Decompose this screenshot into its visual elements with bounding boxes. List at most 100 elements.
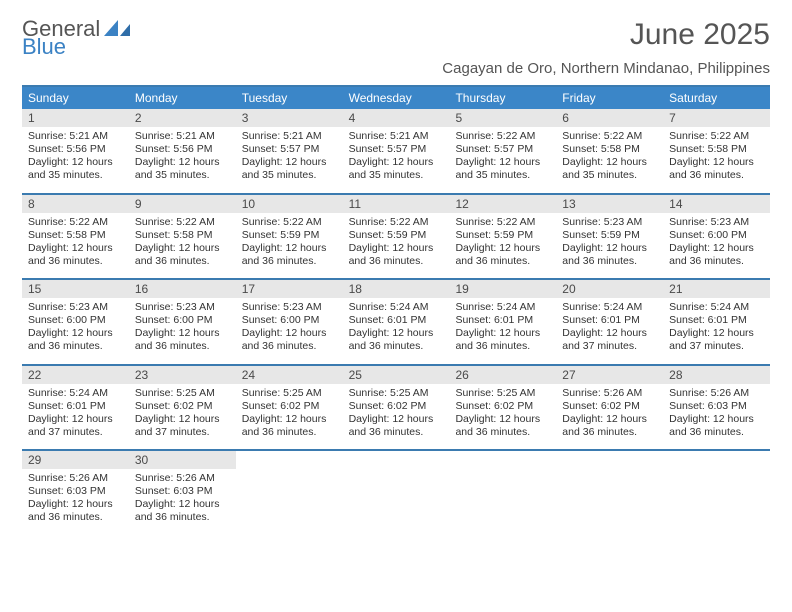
daylight-line: Daylight: 12 hours and 36 minutes. — [669, 156, 764, 182]
sunset-line: Sunset: 6:00 PM — [669, 229, 764, 242]
sunset-line: Sunset: 5:57 PM — [242, 143, 337, 156]
calendar-day-cell: 27Sunrise: 5:26 AMSunset: 6:02 PMDayligh… — [556, 366, 663, 450]
calendar-day-cell: 24Sunrise: 5:25 AMSunset: 6:02 PMDayligh… — [236, 366, 343, 450]
day-details: Sunrise: 5:25 AMSunset: 6:02 PMDaylight:… — [449, 384, 556, 450]
calendar-day-cell: 30Sunrise: 5:26 AMSunset: 6:03 PMDayligh… — [129, 451, 236, 535]
sunrise-line: Sunrise: 5:23 AM — [135, 301, 230, 314]
sunrise-line: Sunrise: 5:25 AM — [349, 387, 444, 400]
sunset-line: Sunset: 6:01 PM — [349, 314, 444, 327]
sunset-line: Sunset: 5:58 PM — [135, 229, 230, 242]
sunrise-line: Sunrise: 5:25 AM — [242, 387, 337, 400]
day-number: 17 — [236, 280, 343, 298]
day-number: 27 — [556, 366, 663, 384]
daylight-line: Daylight: 12 hours and 35 minutes. — [349, 156, 444, 182]
calendar-day-cell: 14Sunrise: 5:23 AMSunset: 6:00 PMDayligh… — [663, 195, 770, 279]
sunset-line: Sunset: 6:01 PM — [28, 400, 123, 413]
location-subtitle: Cagayan de Oro, Northern Mindanao, Phili… — [22, 60, 770, 77]
sunset-line: Sunset: 6:02 PM — [349, 400, 444, 413]
day-number: 1 — [22, 109, 129, 127]
day-number: 20 — [556, 280, 663, 298]
sunrise-line: Sunrise: 5:22 AM — [28, 216, 123, 229]
sunset-line: Sunset: 5:59 PM — [455, 229, 550, 242]
calendar-day-cell — [236, 451, 343, 535]
day-details: Sunrise: 5:22 AMSunset: 5:58 PMDaylight:… — [663, 127, 770, 193]
calendar-day-cell: 2Sunrise: 5:21 AMSunset: 5:56 PMDaylight… — [129, 109, 236, 193]
day-details: Sunrise: 5:23 AMSunset: 6:00 PMDaylight:… — [663, 213, 770, 279]
header-saturday: Saturday — [663, 87, 770, 109]
day-details: Sunrise: 5:26 AMSunset: 6:03 PMDaylight:… — [129, 469, 236, 535]
header-wednesday: Wednesday — [343, 87, 450, 109]
calendar-day-cell: 21Sunrise: 5:24 AMSunset: 6:01 PMDayligh… — [663, 280, 770, 364]
calendar-day-cell: 18Sunrise: 5:24 AMSunset: 6:01 PMDayligh… — [343, 280, 450, 364]
calendar-day-cell: 17Sunrise: 5:23 AMSunset: 6:00 PMDayligh… — [236, 280, 343, 364]
calendar-day-cell — [449, 451, 556, 535]
calendar-day-cell: 25Sunrise: 5:25 AMSunset: 6:02 PMDayligh… — [343, 366, 450, 450]
sunrise-line: Sunrise: 5:21 AM — [349, 130, 444, 143]
sunset-line: Sunset: 5:56 PM — [135, 143, 230, 156]
sunset-line: Sunset: 6:03 PM — [28, 485, 123, 498]
sunset-line: Sunset: 5:56 PM — [28, 143, 123, 156]
day-number: 4 — [343, 109, 450, 127]
sunset-line: Sunset: 6:01 PM — [455, 314, 550, 327]
brand-text-blue: Blue — [22, 36, 130, 58]
daylight-line: Daylight: 12 hours and 36 minutes. — [28, 327, 123, 353]
calendar-day-cell: 29Sunrise: 5:26 AMSunset: 6:03 PMDayligh… — [22, 451, 129, 535]
daylight-line: Daylight: 12 hours and 36 minutes. — [242, 413, 337, 439]
day-number: 22 — [22, 366, 129, 384]
calendar-week-row: 1Sunrise: 5:21 AMSunset: 5:56 PMDaylight… — [22, 109, 770, 193]
sunrise-line: Sunrise: 5:26 AM — [28, 472, 123, 485]
sunrise-line: Sunrise: 5:22 AM — [455, 216, 550, 229]
day-number: 25 — [343, 366, 450, 384]
day-number: 30 — [129, 451, 236, 469]
daylight-line: Daylight: 12 hours and 36 minutes. — [562, 242, 657, 268]
day-details: Sunrise: 5:24 AMSunset: 6:01 PMDaylight:… — [343, 298, 450, 364]
sunrise-line: Sunrise: 5:24 AM — [349, 301, 444, 314]
sunset-line: Sunset: 5:57 PM — [349, 143, 444, 156]
calendar-day-cell: 3Sunrise: 5:21 AMSunset: 5:57 PMDaylight… — [236, 109, 343, 193]
day-number: 10 — [236, 195, 343, 213]
day-details: Sunrise: 5:24 AMSunset: 6:01 PMDaylight:… — [663, 298, 770, 364]
sunset-line: Sunset: 5:58 PM — [28, 229, 123, 242]
sunrise-line: Sunrise: 5:22 AM — [669, 130, 764, 143]
sunrise-line: Sunrise: 5:24 AM — [562, 301, 657, 314]
calendar-day-cell: 19Sunrise: 5:24 AMSunset: 6:01 PMDayligh… — [449, 280, 556, 364]
day-number: 18 — [343, 280, 450, 298]
sunset-line: Sunset: 6:01 PM — [562, 314, 657, 327]
day-details: Sunrise: 5:23 AMSunset: 6:00 PMDaylight:… — [22, 298, 129, 364]
day-details: Sunrise: 5:23 AMSunset: 6:00 PMDaylight:… — [129, 298, 236, 364]
day-details: Sunrise: 5:25 AMSunset: 6:02 PMDaylight:… — [343, 384, 450, 450]
daylight-line: Daylight: 12 hours and 35 minutes. — [135, 156, 230, 182]
calendar-day-cell: 26Sunrise: 5:25 AMSunset: 6:02 PMDayligh… — [449, 366, 556, 450]
sunrise-line: Sunrise: 5:23 AM — [669, 216, 764, 229]
day-number: 15 — [22, 280, 129, 298]
calendar-day-cell: 7Sunrise: 5:22 AMSunset: 5:58 PMDaylight… — [663, 109, 770, 193]
day-number: 23 — [129, 366, 236, 384]
calendar-day-cell: 15Sunrise: 5:23 AMSunset: 6:00 PMDayligh… — [22, 280, 129, 364]
calendar-day-cell: 23Sunrise: 5:25 AMSunset: 6:02 PMDayligh… — [129, 366, 236, 450]
daylight-line: Daylight: 12 hours and 36 minutes. — [349, 413, 444, 439]
day-number: 13 — [556, 195, 663, 213]
daylight-line: Daylight: 12 hours and 36 minutes. — [562, 413, 657, 439]
daylight-line: Daylight: 12 hours and 36 minutes. — [28, 242, 123, 268]
daylight-line: Daylight: 12 hours and 35 minutes. — [455, 156, 550, 182]
calendar-day-cell — [556, 451, 663, 535]
daylight-line: Daylight: 12 hours and 36 minutes. — [669, 242, 764, 268]
sunset-line: Sunset: 6:02 PM — [242, 400, 337, 413]
header-thursday: Thursday — [449, 87, 556, 109]
calendar-header-row: Sunday Monday Tuesday Wednesday Thursday… — [22, 87, 770, 109]
calendar-day-cell: 10Sunrise: 5:22 AMSunset: 5:59 PMDayligh… — [236, 195, 343, 279]
day-details: Sunrise: 5:22 AMSunset: 5:59 PMDaylight:… — [343, 213, 450, 279]
day-details: Sunrise: 5:26 AMSunset: 6:02 PMDaylight:… — [556, 384, 663, 450]
calendar-body: 1Sunrise: 5:21 AMSunset: 5:56 PMDaylight… — [22, 109, 770, 535]
sunrise-line: Sunrise: 5:21 AM — [135, 130, 230, 143]
calendar-week-row: 22Sunrise: 5:24 AMSunset: 6:01 PMDayligh… — [22, 364, 770, 450]
calendar-day-cell — [663, 451, 770, 535]
sunset-line: Sunset: 6:03 PM — [135, 485, 230, 498]
day-number: 16 — [129, 280, 236, 298]
daylight-line: Daylight: 12 hours and 36 minutes. — [135, 242, 230, 268]
calendar-day-cell: 16Sunrise: 5:23 AMSunset: 6:00 PMDayligh… — [129, 280, 236, 364]
sunrise-line: Sunrise: 5:23 AM — [242, 301, 337, 314]
sunrise-line: Sunrise: 5:26 AM — [562, 387, 657, 400]
day-details: Sunrise: 5:25 AMSunset: 6:02 PMDaylight:… — [129, 384, 236, 450]
day-number: 11 — [343, 195, 450, 213]
